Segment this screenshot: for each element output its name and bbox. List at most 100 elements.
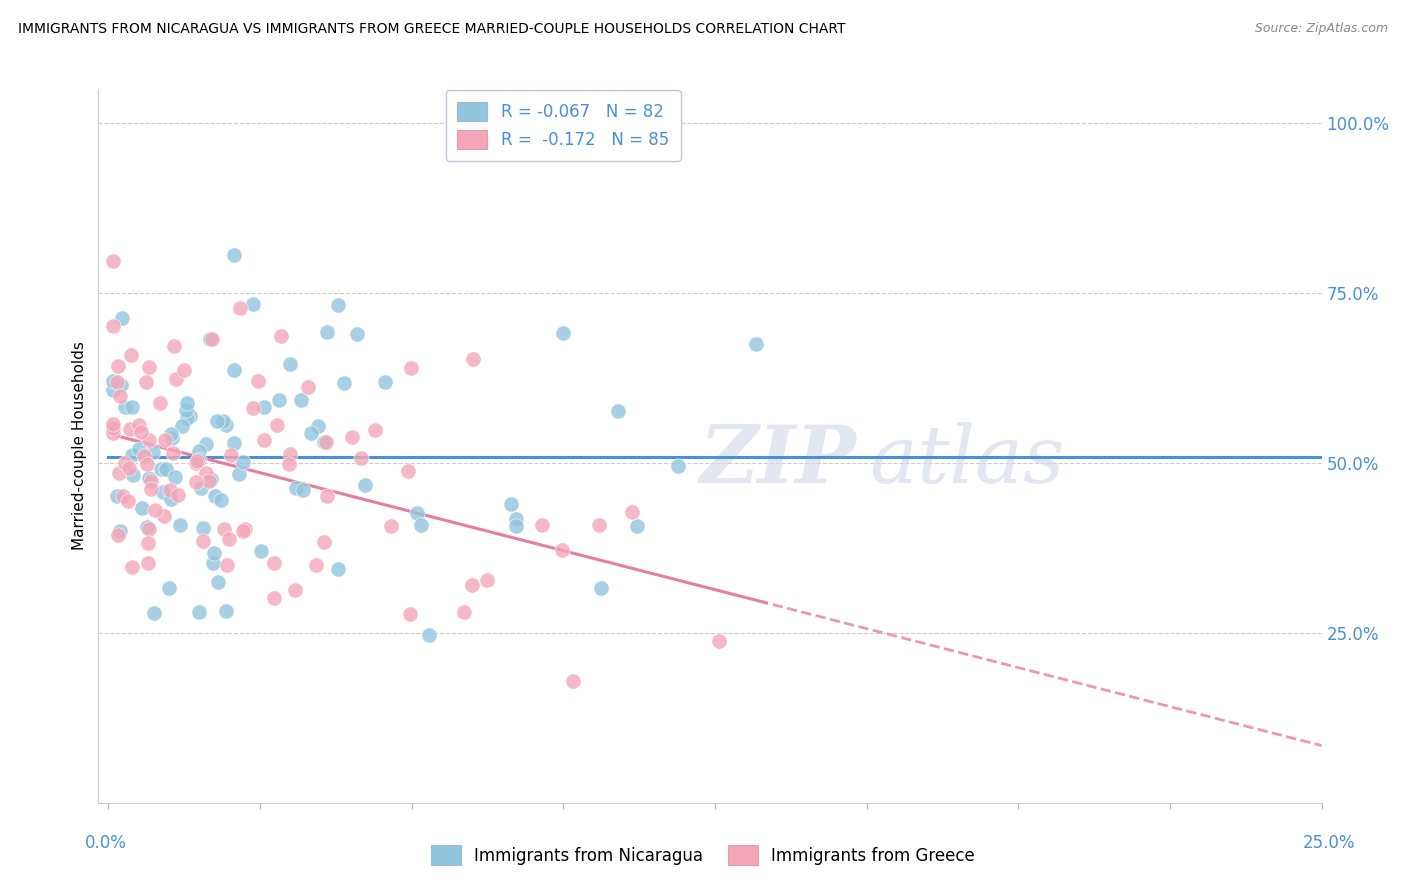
- Point: [418, 628, 440, 642]
- Point: [186, 454, 208, 468]
- Point: [278, 457, 301, 471]
- Point: [278, 357, 301, 371]
- Point: [233, 522, 256, 536]
- Point: [350, 451, 373, 466]
- Point: [136, 520, 159, 534]
- Point: [263, 556, 285, 570]
- Point: [249, 544, 271, 558]
- Point: [202, 546, 225, 560]
- Point: [380, 519, 402, 533]
- Point: [354, 478, 377, 492]
- Point: [163, 339, 186, 353]
- Point: [278, 447, 301, 461]
- Point: [110, 310, 132, 325]
- Point: [315, 325, 337, 339]
- Point: [207, 574, 229, 589]
- Point: [101, 417, 124, 431]
- Point: [219, 448, 242, 462]
- Point: [229, 301, 252, 315]
- Point: [283, 583, 305, 598]
- Point: [409, 518, 432, 533]
- Point: [163, 470, 186, 484]
- Point: [215, 604, 238, 618]
- Point: [160, 431, 183, 445]
- Point: [285, 481, 308, 495]
- Point: [316, 489, 339, 503]
- Point: [107, 359, 129, 373]
- Point: [222, 248, 245, 262]
- Point: [107, 528, 129, 542]
- Point: [253, 401, 276, 415]
- Point: [242, 401, 264, 415]
- Point: [141, 474, 163, 488]
- Point: [101, 319, 124, 334]
- Point: [153, 508, 176, 523]
- Point: [142, 445, 165, 459]
- Point: [131, 501, 153, 516]
- Point: [139, 482, 162, 496]
- Point: [179, 409, 201, 423]
- Text: atlas: atlas: [869, 422, 1064, 499]
- Point: [149, 395, 172, 409]
- Point: [588, 518, 610, 533]
- Point: [606, 404, 628, 418]
- Point: [173, 363, 195, 377]
- Point: [152, 485, 174, 500]
- Point: [270, 328, 292, 343]
- Point: [290, 392, 312, 407]
- Point: [160, 491, 183, 506]
- Point: [263, 591, 285, 606]
- Point: [136, 536, 159, 550]
- Point: [187, 444, 209, 458]
- Point: [103, 253, 125, 268]
- Point: [620, 505, 643, 519]
- Point: [114, 400, 136, 414]
- Point: [121, 448, 143, 462]
- Point: [396, 464, 419, 478]
- Point: [205, 414, 228, 428]
- Point: [666, 458, 689, 473]
- Point: [117, 493, 139, 508]
- Point: [160, 426, 183, 441]
- Point: [138, 359, 160, 374]
- Point: [193, 534, 215, 549]
- Point: [174, 402, 197, 417]
- Legend: R = -0.067   N = 82, R =  -0.172   N = 85: R = -0.067 N = 82, R = -0.172 N = 85: [446, 90, 681, 161]
- Point: [297, 380, 319, 394]
- Point: [589, 581, 612, 595]
- Point: [398, 607, 420, 621]
- Point: [118, 460, 141, 475]
- Point: [184, 456, 207, 470]
- Text: 25.0%: 25.0%: [1302, 834, 1355, 852]
- Point: [307, 419, 329, 434]
- Point: [453, 606, 475, 620]
- Point: [136, 458, 159, 472]
- Point: [299, 425, 322, 440]
- Point: [505, 519, 527, 533]
- Point: [326, 298, 349, 312]
- Text: IMMIGRANTS FROM NICARAGUA VS IMMIGRANTS FROM GREECE MARRIED-COUPLE HOUSEHOLDS CO: IMMIGRANTS FROM NICARAGUA VS IMMIGRANTS …: [18, 22, 846, 37]
- Point: [101, 421, 124, 435]
- Point: [215, 417, 238, 432]
- Point: [184, 475, 207, 489]
- Point: [138, 522, 160, 536]
- Point: [138, 433, 160, 447]
- Point: [346, 326, 368, 341]
- Point: [292, 483, 315, 497]
- Point: [108, 467, 131, 481]
- Point: [246, 374, 269, 388]
- Point: [197, 474, 219, 488]
- Y-axis label: Married-couple Households: Married-couple Households: [72, 342, 87, 550]
- Point: [399, 361, 422, 376]
- Point: [135, 376, 157, 390]
- Point: [136, 556, 159, 570]
- Point: [128, 442, 150, 457]
- Point: [129, 425, 152, 440]
- Point: [101, 425, 124, 440]
- Point: [499, 497, 522, 511]
- Point: [232, 455, 254, 469]
- Point: [550, 542, 572, 557]
- Point: [406, 506, 429, 520]
- Point: [105, 375, 128, 389]
- Point: [101, 384, 124, 398]
